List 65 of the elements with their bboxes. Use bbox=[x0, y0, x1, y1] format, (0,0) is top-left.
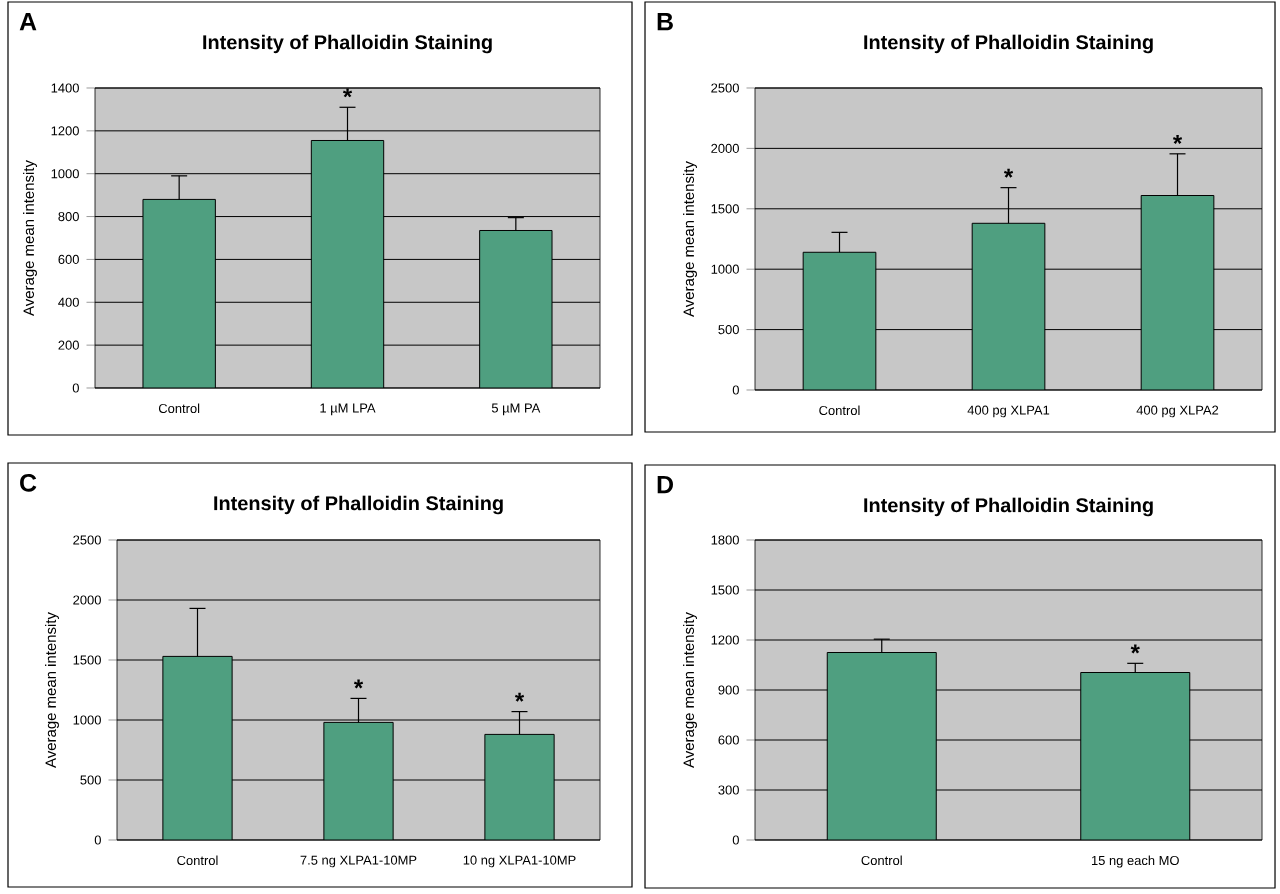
y-tick-label: 0 bbox=[732, 385, 739, 395]
y-tick-label: 0 bbox=[732, 835, 739, 845]
y-axis-title: Average mean intensity bbox=[45, 612, 59, 768]
y-tick-label: 1000 bbox=[51, 169, 79, 179]
bar bbox=[479, 229, 553, 388]
y-tick-label: 1500 bbox=[73, 655, 101, 665]
y-tick-label: 2500 bbox=[711, 83, 739, 93]
y-tick-label: 1800 bbox=[711, 535, 739, 545]
y-axis-title: Average mean intensity bbox=[683, 161, 697, 317]
y-tick-label: 1000 bbox=[711, 264, 739, 274]
y-tick-label: 1200 bbox=[51, 126, 79, 136]
y-tick-label: 1400 bbox=[51, 83, 79, 93]
x-tick-label: 10 ng XLPA1-10MP bbox=[463, 855, 576, 868]
y-tick-label: 1000 bbox=[73, 715, 101, 725]
y-tick-label: 500 bbox=[80, 775, 101, 785]
text: D bbox=[657, 476, 673, 494]
y-tick-label: 2000 bbox=[73, 595, 101, 605]
bar bbox=[1140, 195, 1215, 390]
x-tick-label: Control bbox=[158, 403, 200, 414]
y-tick-label: 1500 bbox=[711, 204, 739, 214]
annotation: * bbox=[1003, 168, 1014, 178]
text: B bbox=[657, 13, 673, 31]
annotation: * bbox=[1172, 135, 1183, 144]
bar bbox=[162, 655, 233, 840]
chart-title: Intensity of Phalloidin Staining bbox=[203, 34, 492, 54]
y-tick-label: 400 bbox=[58, 297, 79, 307]
x-tick-label: 1 µM LPA bbox=[320, 403, 376, 416]
y-axis-title: Average mean intensity bbox=[683, 612, 697, 768]
y-tick-label: 600 bbox=[58, 254, 79, 265]
y-tick-label: 2000 bbox=[711, 143, 739, 153]
chart-title: Intensity of Phalloidin Staining bbox=[214, 495, 503, 515]
y-tick-label: 1500 bbox=[711, 585, 739, 595]
annotation: * bbox=[514, 692, 525, 702]
bar bbox=[971, 222, 1046, 390]
y-tick-label: 600 bbox=[718, 735, 739, 745]
annotation: * bbox=[342, 88, 353, 98]
bar bbox=[142, 198, 216, 388]
y-tick-label: 800 bbox=[58, 211, 79, 222]
y-tick-label: 200 bbox=[58, 340, 79, 350]
bar bbox=[802, 251, 877, 390]
y-tick-label: 2500 bbox=[73, 535, 101, 545]
bar bbox=[484, 733, 555, 840]
x-tick-label: 7.5 ng XLPA1-10MP bbox=[300, 855, 417, 868]
text: C bbox=[20, 474, 37, 492]
y-tick-label: 300 bbox=[718, 785, 739, 795]
annotation: * bbox=[353, 679, 364, 689]
x-tick-label: 400 pg XLPA1 bbox=[967, 405, 1050, 418]
bar bbox=[323, 721, 394, 840]
annotation: * bbox=[1130, 644, 1140, 654]
x-tick-label: Control bbox=[861, 855, 902, 866]
x-tick-label: Control bbox=[819, 405, 860, 416]
bar bbox=[310, 139, 385, 388]
y-tick-label: 900 bbox=[718, 685, 739, 695]
x-tick-label: 400 pg XLPA2 bbox=[1136, 405, 1219, 418]
y-tick-label: 1200 bbox=[711, 635, 739, 645]
y-tick-label: 0 bbox=[72, 383, 79, 393]
y-tick-label: 0 bbox=[94, 835, 101, 845]
x-tick-label: Control bbox=[177, 855, 218, 866]
x-tick-label: 5 µM PA bbox=[491, 403, 541, 416]
chart-title: Intensity of Phalloidin Staining bbox=[864, 34, 1153, 54]
y-axis-title: Average mean intensity bbox=[23, 160, 37, 316]
chart-title: Intensity of Phalloidin Staining bbox=[864, 497, 1153, 517]
text: A bbox=[19, 13, 37, 31]
y-tick-label: 500 bbox=[718, 325, 739, 335]
x-tick-label: 15 ng each MO bbox=[1091, 855, 1179, 868]
